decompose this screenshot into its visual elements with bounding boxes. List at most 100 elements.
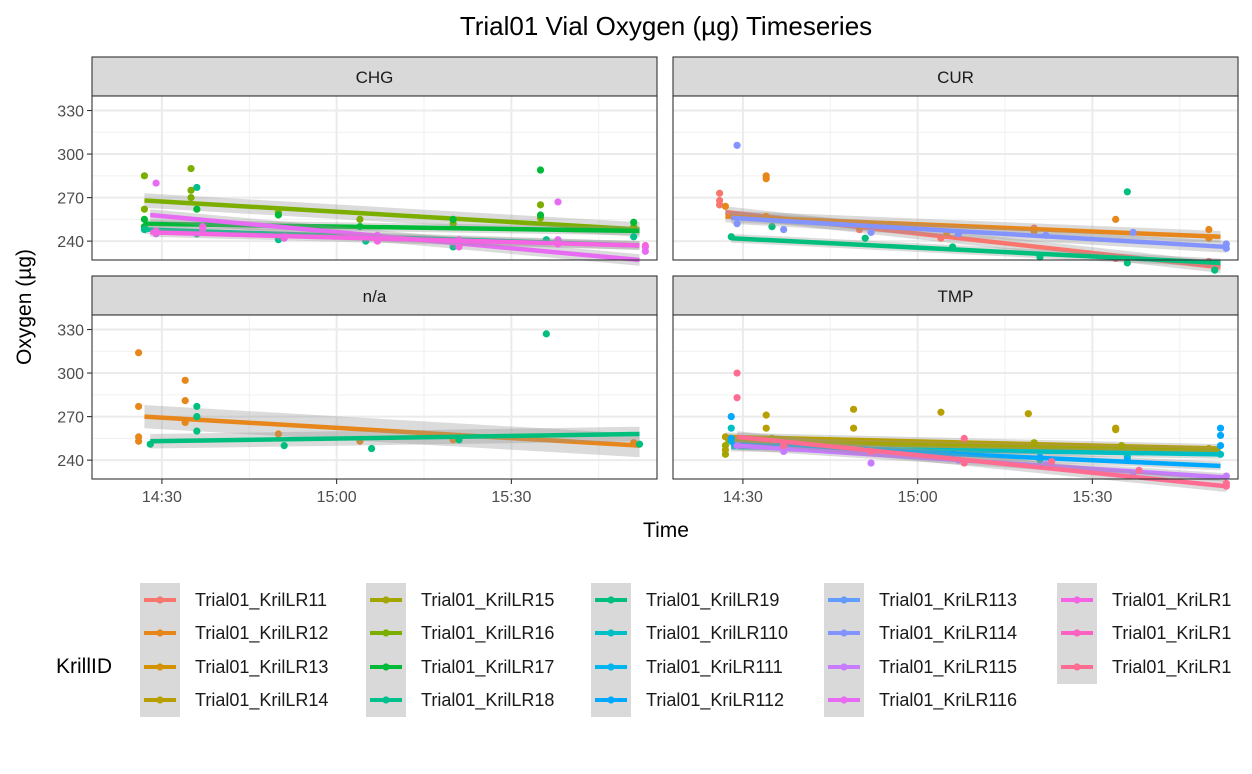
series: [733, 369, 1230, 493]
facet-panel-tmp: TMP 14:30 15:00 15:30: [672, 275, 1239, 506]
legend-entry: Trial01_KrilLR19: [591, 583, 779, 617]
data-point: [193, 427, 201, 435]
data-point: [193, 412, 201, 421]
series: [727, 188, 1221, 274]
data-point: [727, 434, 735, 442]
data-point: [274, 430, 282, 438]
legend: KrillID Trial01_KrilLR11 Trial01_KrilLR12…: [56, 583, 1231, 717]
legend-key-point: [382, 596, 390, 604]
legend-key-point: [607, 663, 615, 671]
legend-entry: Trial01_KriLR112: [591, 683, 784, 717]
legend-entry: Trial01_KrilLR14: [140, 683, 328, 717]
data-point: [134, 402, 143, 411]
legend-key-point: [1073, 596, 1081, 604]
data-point: [630, 233, 638, 241]
legend-key-point: [382, 663, 390, 671]
x-tick-label: 15:00: [317, 489, 357, 506]
data-point: [960, 434, 968, 442]
data-point: [1216, 424, 1225, 432]
y-axis-title: Oxygen (µg): [13, 249, 36, 365]
trend-line: [731, 215, 1227, 250]
legend-key-point: [607, 696, 615, 704]
legend-label: Trial01_KrilLR11: [195, 590, 327, 611]
legend-key-point: [607, 596, 615, 604]
data-point: [187, 193, 195, 202]
facet-panel-chg: CHG 240 270 300 330: [57, 56, 658, 266]
legend-label: Trial01_KriLR114: [879, 623, 1017, 644]
x-tick-label: 15:30: [491, 489, 531, 506]
trend-line: [725, 214, 1221, 240]
legend-label: Trial01_KrilLR18: [421, 690, 554, 711]
x-tick-label: 14:30: [142, 489, 182, 506]
data-point: [367, 444, 376, 453]
data-point: [849, 405, 858, 413]
legend-key-point: [382, 629, 390, 637]
data-point: [536, 211, 545, 219]
trend-line: [144, 221, 640, 234]
legend-label: Trial01_KriLR112: [646, 690, 784, 711]
legend-entry: Trial01_KrilLR110: [591, 616, 788, 650]
data-point: [1135, 466, 1143, 474]
legend-entry: Trial01_KriLR114: [824, 616, 1017, 650]
data-point: [140, 205, 149, 213]
legend-entry: Trial01_KriLR115: [824, 650, 1017, 684]
facet-strip: [672, 56, 1239, 97]
data-point: [727, 412, 735, 421]
legend-entry: Trial01_KrilLR12: [140, 616, 328, 650]
facet-panel-n-a: n/a 240 270 300 330 14:30 15:00 15:30: [57, 275, 658, 506]
legend-label: Trial01_KrilLR14: [195, 690, 328, 711]
legend-key-point: [607, 629, 615, 637]
panel-border: [672, 314, 1239, 480]
series: [146, 330, 644, 453]
legend-entry: Trial01_KrilLR18: [366, 683, 554, 717]
data-point: [768, 223, 776, 231]
data-point: [193, 402, 201, 411]
legend-entry: Trial01_KrilLR15: [366, 583, 554, 617]
legend-entry: Trial01_KriLR111: [591, 650, 783, 684]
data-point: [1024, 410, 1032, 418]
data-point: [733, 369, 741, 377]
data-point: [181, 376, 189, 384]
legend-label: Trial01_KrilLR15: [421, 590, 554, 611]
trend-line: [736, 434, 1227, 489]
panel-border: [672, 95, 1239, 261]
x-axis-title: Time: [643, 519, 689, 542]
data-point: [1112, 215, 1120, 223]
facet-panel-cur: CUR: [672, 56, 1239, 274]
trend-line: [144, 198, 640, 232]
data-point: [861, 234, 869, 242]
data-point: [630, 218, 638, 226]
data-point: [356, 215, 364, 223]
x-tick-label: 15:00: [898, 489, 938, 506]
legend-key-point: [156, 663, 164, 671]
data-point: [715, 189, 724, 197]
data-point: [536, 201, 545, 209]
facet-strip-label: CUR: [937, 68, 974, 87]
legend-label: Trial01_KriLR113: [879, 590, 1017, 611]
facet-strip-label: n/a: [363, 287, 387, 306]
legend-entry: Trial01_KriLR1: [1057, 650, 1231, 684]
data-point: [867, 228, 875, 237]
legend-label: Trial01_KrilLR16: [421, 623, 554, 644]
data-point: [727, 424, 735, 432]
data-point: [635, 440, 644, 448]
legend-key-point: [1073, 629, 1081, 637]
series: [150, 223, 649, 251]
legend-label: Trial01_KrilLR17: [421, 657, 554, 678]
data-point: [715, 201, 724, 209]
data-point: [1211, 266, 1219, 274]
legend-key-point: [1073, 663, 1081, 671]
legend-label: Trial01_KriLR115: [879, 657, 1017, 678]
legend-key-point: [382, 696, 390, 704]
data-point: [733, 220, 741, 228]
trend-line: [150, 431, 640, 444]
y-tick-label: 330: [57, 104, 84, 121]
legend-label: Trial01_KriLR111: [646, 657, 783, 678]
legend-key-point: [840, 596, 848, 604]
data-point: [721, 450, 730, 458]
data-point: [1216, 431, 1225, 440]
panel-border: [91, 95, 658, 261]
data-point: [140, 215, 149, 223]
